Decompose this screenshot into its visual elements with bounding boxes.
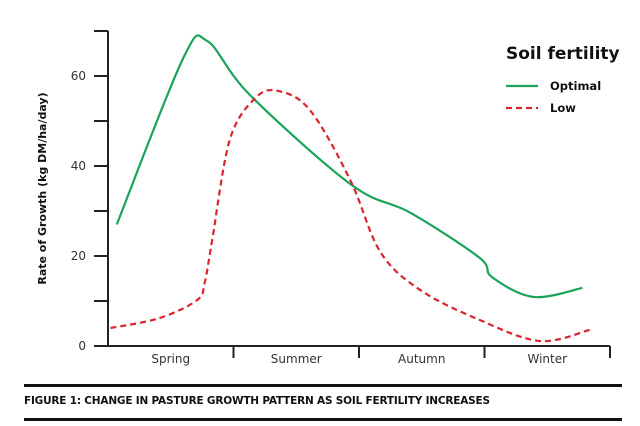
caption-top-rule [24,384,622,387]
figure-caption: FIGURE 1: CHANGE IN PASTURE GROWTH PATTE… [24,395,490,407]
x-tick-label-autumn: Autumn [398,352,445,366]
x-tick-label-winter: Winter [527,352,567,366]
caption-bottom-rule [24,418,622,421]
series-line-low [110,88,591,343]
y-tick-label: 20 [71,249,86,263]
series-line-optimal [115,34,583,299]
x-tick-label-spring: Spring [151,352,190,366]
y-tick-label: 60 [71,69,86,83]
legend-title: Soil fertility [506,44,620,64]
x-tick-label-summer: Summer [271,352,322,366]
legend-label-low: Low [550,101,576,115]
y-tick-label: 0 [78,339,86,353]
legend-label-optimal: Optimal [550,79,601,93]
y-axis-label: Rate of Growth (kg DM/ha/day) [36,92,49,284]
y-tick-label: 40 [71,159,86,173]
